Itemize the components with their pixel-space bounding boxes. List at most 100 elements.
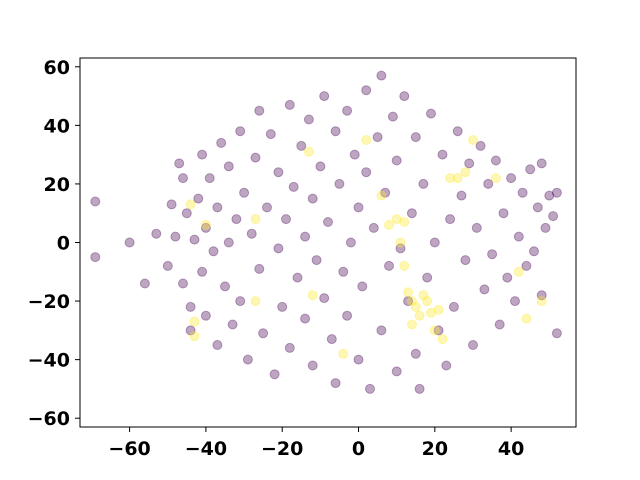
scatter-point-series-0-86 <box>406 208 417 219</box>
scatter-point-series-0-58 <box>323 217 333 227</box>
scatter-point-series-0-124 <box>544 190 555 201</box>
y-tick-label: 0 <box>57 233 70 255</box>
scatter-point-series-0-119 <box>529 246 539 257</box>
scatter-point-series-1-27 <box>468 135 478 145</box>
scatter-point-series-1-7 <box>307 290 318 301</box>
scatter-point-series-0-7 <box>174 158 185 169</box>
scatter-point-series-0-104 <box>471 222 482 233</box>
scatter-point-series-0-118 <box>525 164 536 175</box>
x-tick-label: 40 <box>498 438 524 460</box>
scatter-point-series-0-112 <box>502 272 513 283</box>
x-tick-label: 0 <box>352 438 365 460</box>
scatter-point-series-1-9 <box>361 135 372 145</box>
scatter-point-series-0-102 <box>464 158 475 169</box>
scatter-point-series-0-3 <box>151 228 162 239</box>
scatter-point-series-0-52 <box>307 360 318 371</box>
scatter-point-series-0-78 <box>380 187 391 198</box>
y-tick-label: −40 <box>28 350 70 372</box>
scatter-point-series-0-74 <box>368 222 379 233</box>
scatter-point-series-0-43 <box>281 214 291 225</box>
scatter-point-series-0-36 <box>258 328 269 339</box>
scatter-point-series-0-1 <box>90 252 101 263</box>
scatter-point-series-0-56 <box>319 293 330 304</box>
scatter-point-series-0-16 <box>200 222 211 233</box>
scatter-point-series-0-110 <box>494 319 505 330</box>
scatter-point-series-1-20 <box>426 307 436 318</box>
scatter-point-series-1-13 <box>399 260 410 271</box>
scatter-point-series-0-2 <box>139 278 150 289</box>
scatter-point-series-0-17 <box>200 310 211 321</box>
scatter-point-series-1-10 <box>391 214 402 225</box>
y-axis: −60 −40 −20 0 20 40 60 <box>28 57 80 430</box>
scatter-point-series-0-54 <box>311 255 322 266</box>
scatter-point-series-1-25 <box>452 173 463 184</box>
scatter-point-series-0-15 <box>197 266 208 277</box>
scatter-point-series-0-35 <box>254 105 265 116</box>
scatter-point-series-1-3 <box>200 219 211 230</box>
scatter-point-series-1-21 <box>429 325 440 336</box>
scatter-point-series-0-100 <box>456 190 467 201</box>
scatter-point-series-0-57 <box>319 91 330 102</box>
scatter-point-series-1-5 <box>250 214 261 225</box>
scatter-point-series-1-18 <box>418 290 429 301</box>
scatter-point-series-0-121 <box>536 158 547 169</box>
scatter-point-series-0-108 <box>487 249 498 260</box>
scatter-point-series-0-63 <box>338 266 349 277</box>
scatter-point-series-0-76 <box>376 325 387 336</box>
scatter-point-series-0-123 <box>540 222 551 233</box>
scatter-point-series-1-16 <box>410 301 421 312</box>
axes-frame <box>79 57 577 428</box>
scatter-point-series-0-29 <box>235 296 246 307</box>
scatter-point-series-0-109 <box>490 155 501 166</box>
scatter-point-series-0-27 <box>231 214 242 225</box>
scatter-point-series-1-17 <box>414 310 425 321</box>
scatter-point-series-0-80 <box>387 111 398 122</box>
scatter-point-series-1-14 <box>403 287 414 298</box>
scatter-point-series-0-31 <box>242 354 253 365</box>
scatter-point-series-0-129 <box>185 325 196 336</box>
scatter-point-series-0-53 <box>307 193 318 204</box>
scatter-point-series-1-4 <box>250 296 261 307</box>
scatter-point-series-0-101 <box>460 255 471 266</box>
y-tick-label: 20 <box>44 174 70 196</box>
scatter-point-series-0-71 <box>361 85 372 96</box>
scatter-point-series-1-8 <box>338 348 349 359</box>
scatter-point-series-0-48 <box>296 140 307 151</box>
scatter-point-series-0-105 <box>475 140 486 151</box>
scatter-point-series-0-46 <box>288 181 299 192</box>
scatter-point-series-0-77 <box>376 70 387 81</box>
scatter-point-series-0-38 <box>265 129 276 140</box>
scatter-point-series-0-55 <box>315 161 326 172</box>
scatter-point-series-0-4 <box>162 260 173 271</box>
scatter-point-series-1-6 <box>303 146 314 157</box>
scatter-point-series-0-67 <box>349 149 360 160</box>
scatter-point-series-0-9 <box>178 278 188 289</box>
scatter-point-series-1-1 <box>189 316 200 327</box>
scatter-point-series-0-62 <box>334 178 345 189</box>
y-tick-label: −60 <box>28 408 70 430</box>
y-tick-label: 40 <box>44 115 70 137</box>
scatter-point-series-0-45 <box>284 342 295 353</box>
scatter-point-series-0-122 <box>536 290 547 301</box>
scatter-point-series-0-5 <box>166 199 177 210</box>
scatter-point-series-0-98 <box>448 301 459 312</box>
scatter-point-series-1-2 <box>189 331 200 342</box>
scatter-point-series-0-81 <box>391 366 402 377</box>
scatter-point-series-0-65 <box>342 310 353 321</box>
scatter-point-series-0-116 <box>517 187 528 198</box>
scatter-point-series-0-120 <box>532 202 543 213</box>
scatter-point-series-0-21 <box>212 340 223 350</box>
scatter-point-series-1-28 <box>490 173 501 184</box>
plot-area <box>90 70 562 394</box>
scatter-point-series-1-12 <box>399 217 410 227</box>
scatter-point-series-0-115 <box>513 231 524 242</box>
scatter-point-series-0-70 <box>357 281 368 292</box>
scatter-point-series-0-19 <box>208 246 219 257</box>
scatter-point-series-0-11 <box>185 301 196 312</box>
scatter-point-series-0-68 <box>353 354 364 365</box>
scatter-point-series-0-44 <box>284 99 295 110</box>
scatter-point-series-0-72 <box>361 167 372 178</box>
scatter-point-series-0-50 <box>300 231 311 242</box>
scatter-point-series-1-29 <box>513 266 524 277</box>
